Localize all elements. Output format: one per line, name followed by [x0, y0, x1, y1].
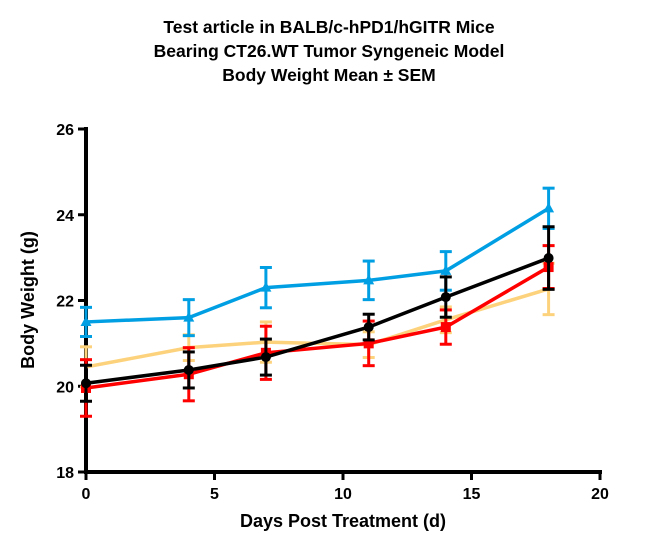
x-tick-label: 10	[334, 486, 352, 503]
y-tick-label: 24	[56, 208, 74, 225]
data-point	[543, 253, 554, 264]
data-point	[543, 202, 555, 213]
x-axis-label: Days Post Treatment (d)	[240, 511, 446, 531]
data-point	[363, 322, 374, 333]
y-tick-label: 26	[56, 122, 74, 139]
data-point	[81, 378, 91, 389]
data-point	[183, 311, 195, 322]
y-tick-label: 22	[56, 294, 74, 311]
series-line	[85, 265, 550, 390]
y-tick-label: 20	[56, 379, 74, 396]
series-3	[80, 225, 555, 403]
data-point	[260, 281, 272, 292]
series-line	[85, 256, 550, 385]
data-point	[440, 264, 452, 275]
data-point	[440, 322, 451, 333]
title-line-3: Body Weight Mean ± SEM	[222, 65, 436, 85]
x-tick-label: 0	[82, 486, 91, 503]
chart-title: Test article in BALB/c-hPD1/hGITR Mice B…	[0, 15, 658, 87]
series-line	[85, 206, 550, 324]
series-1	[80, 244, 555, 418]
x-tick-label: 15	[463, 486, 481, 503]
data-point	[440, 292, 451, 303]
title-line-2: Bearing CT26.WT Tumor Syngeneic Model	[153, 41, 505, 61]
data-point	[80, 315, 92, 326]
data-point	[260, 352, 271, 363]
y-tick-label: 18	[56, 465, 74, 482]
series-line	[85, 287, 550, 369]
data-point	[183, 364, 194, 375]
y-axis-label: Body Weight (g)	[18, 231, 38, 369]
x-tick-label: 5	[210, 486, 219, 503]
title-line-1: Test article in BALB/c-hPD1/hGITR Mice	[163, 17, 495, 37]
data-point	[363, 274, 375, 285]
x-tick-label: 20	[591, 486, 609, 503]
series-2	[80, 186, 555, 339]
data-point	[363, 338, 374, 349]
